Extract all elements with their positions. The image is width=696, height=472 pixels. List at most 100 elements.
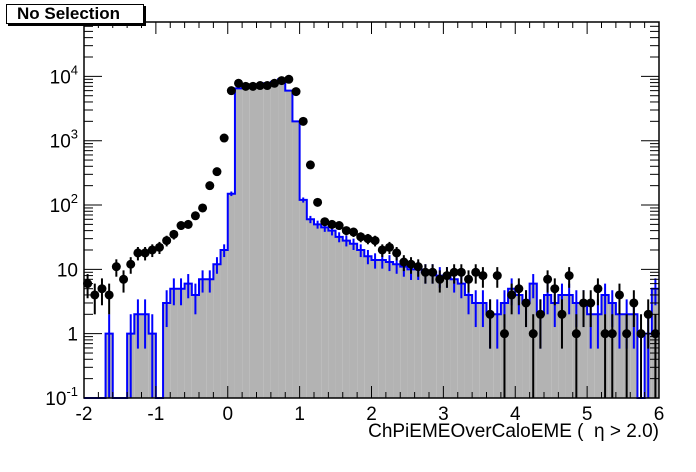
data-point (298, 116, 308, 126)
data-point (97, 284, 107, 294)
data-point (176, 221, 186, 231)
data-point (442, 271, 452, 281)
histogram-bar (450, 279, 458, 398)
data-point (499, 329, 509, 339)
histogram-bar (234, 88, 243, 398)
histogram-bar (565, 294, 573, 398)
histogram-bar (385, 262, 394, 398)
x-tick-label: -2 (76, 404, 93, 425)
y-tick-label: 1 (67, 325, 78, 346)
data-point (320, 217, 330, 227)
x-tick-label: 1 (294, 404, 305, 425)
data-point (198, 203, 208, 213)
histogram-bar (213, 264, 221, 398)
x-tick-label: 3 (438, 404, 449, 425)
data-point (234, 78, 244, 88)
data-point (183, 219, 193, 229)
data-points (83, 74, 660, 398)
y-tick-label: 104 (50, 62, 78, 88)
y-tick-label: 10 (57, 260, 78, 281)
histogram-bar (256, 84, 264, 398)
histogram-bar (141, 314, 149, 398)
histogram-bar (227, 193, 235, 398)
data-point (248, 81, 258, 91)
x-tick-label: 0 (222, 404, 233, 425)
data-point (349, 227, 359, 237)
data-point (162, 236, 172, 246)
histogram-bar (163, 302, 171, 398)
histogram-bar (508, 288, 516, 398)
data-point (514, 284, 524, 294)
histogram-bar (551, 302, 559, 398)
data-point (384, 242, 394, 252)
y-tick-label: 103 (50, 127, 78, 153)
histogram-bar (249, 85, 257, 398)
data-point (119, 274, 129, 284)
x-tick-label: 4 (510, 404, 521, 425)
histogram-bar (306, 219, 314, 398)
data-point (140, 248, 150, 258)
data-point (593, 284, 603, 294)
histogram-bar (421, 272, 429, 398)
histogram-bar (630, 314, 638, 398)
histogram-bar (479, 302, 487, 398)
data-point (478, 271, 488, 281)
histogram-bar (242, 86, 250, 399)
data-point (622, 329, 632, 339)
data-point (305, 160, 315, 170)
data-point (277, 76, 287, 86)
histogram-bar (464, 294, 473, 398)
histogram-bar (299, 199, 307, 398)
data-point (550, 284, 560, 294)
data-point (614, 290, 624, 300)
histogram-bar (335, 236, 343, 398)
data-point (413, 262, 423, 272)
histogram-bar (199, 279, 207, 398)
histogram-bar (579, 302, 588, 398)
data-point (607, 329, 617, 339)
data-point (420, 267, 430, 277)
data-point (399, 257, 409, 267)
histogram-bar (544, 294, 552, 398)
histogram-bar (443, 275, 451, 398)
data-point (363, 234, 373, 244)
data-point (564, 271, 574, 281)
data-point (133, 248, 143, 258)
histogram-bar (594, 314, 602, 398)
y-tick-label: 102 (50, 191, 78, 217)
histogram-bar (486, 314, 494, 398)
data-point (629, 298, 639, 308)
data-point (377, 245, 387, 255)
histogram-bar (414, 269, 422, 398)
data-point (571, 329, 581, 339)
chart-title: No Selection (6, 4, 144, 24)
x-tick-label: 6 (654, 404, 665, 425)
data-point (579, 298, 589, 308)
histogram-bar (321, 227, 329, 398)
histogram-bar (285, 90, 293, 399)
data-point (147, 245, 157, 255)
histogram-bar (378, 259, 386, 398)
x-axis-ticks: -2 -1 0 1 2 3 4 5 6 (76, 22, 665, 425)
histogram-bar (515, 294, 523, 398)
data-point (327, 219, 337, 229)
data-point (643, 309, 653, 319)
histogram-bar (206, 279, 214, 398)
data-point (543, 274, 553, 284)
data-point (464, 274, 474, 284)
histogram-bar (364, 256, 372, 398)
x-tick-label: 5 (582, 404, 593, 425)
data-point (370, 236, 380, 246)
histogram-bar (349, 243, 358, 398)
data-point (392, 248, 402, 258)
data-point (341, 226, 351, 236)
data-point (126, 259, 136, 269)
histogram-outline (84, 78, 659, 399)
y-tick-label: 10-1 (45, 384, 78, 410)
histogram-bar (615, 314, 624, 398)
histogram-bar (270, 81, 279, 398)
data-point (219, 133, 229, 143)
histogram-bar (177, 288, 185, 398)
data-point (262, 81, 272, 91)
